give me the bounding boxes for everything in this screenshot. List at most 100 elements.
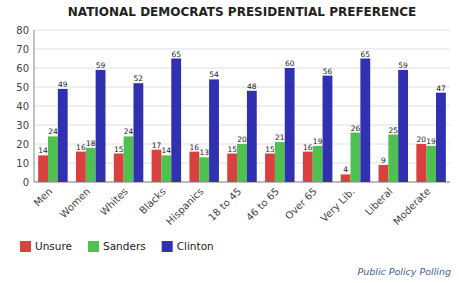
data-label: 60 (285, 59, 295, 68)
x-tick-label: 18 to 45 (206, 186, 243, 223)
y-tick-label: 60 (16, 63, 29, 74)
grid-line (34, 30, 450, 31)
x-tick-label: Moderate (391, 186, 432, 227)
data-label: 56 (323, 67, 333, 76)
bar (58, 89, 68, 182)
bar (124, 136, 134, 182)
data-label: 19 (313, 137, 323, 146)
bar (247, 91, 257, 182)
bar (86, 148, 96, 182)
y-tick-label: 20 (16, 139, 29, 150)
y-tick-label: 0 (23, 177, 29, 188)
data-label: 65 (361, 50, 371, 59)
data-label: 15 (265, 145, 275, 154)
data-label: 17 (152, 141, 162, 150)
bar (313, 146, 323, 182)
bar (38, 155, 48, 182)
bar (436, 93, 446, 182)
chart: NATIONAL DEMOCRATS PRESIDENTIAL PREFEREN… (0, 0, 459, 283)
data-label: 21 (275, 133, 285, 142)
data-label: 59 (96, 61, 106, 70)
x-tick-label: Women (58, 186, 92, 220)
bar (351, 133, 361, 182)
data-label: 14 (162, 146, 172, 155)
bar (275, 142, 285, 182)
bar (360, 59, 370, 183)
bar (237, 144, 247, 182)
data-label: 26 (351, 124, 361, 133)
legend-label: Unsure (35, 240, 72, 252)
bar (48, 136, 58, 182)
bar (285, 68, 295, 182)
data-label: 24 (48, 127, 58, 136)
bar (114, 154, 124, 183)
bar (133, 83, 143, 182)
legend-label: Sanders (103, 240, 146, 252)
y-tick-label: 30 (16, 120, 29, 131)
grid-line (34, 49, 450, 50)
annotation: Public Policy Polling (358, 266, 452, 277)
data-label: 19 (426, 137, 436, 146)
x-tick-label: Whites (98, 186, 130, 218)
data-label: 48 (247, 82, 257, 91)
data-labels: 1424491618591524521714651613541520481521… (38, 50, 446, 175)
legend-swatch (162, 241, 173, 252)
x-tick-label: 46 to 65 (244, 186, 281, 223)
bar (303, 152, 313, 182)
y-tick-label: 80 (16, 25, 29, 36)
data-label: 20 (237, 135, 247, 144)
x-tick-label: Liberal (363, 186, 395, 218)
y-tick-label: 50 (16, 82, 29, 93)
data-label: 15 (114, 145, 124, 154)
bar (171, 59, 181, 183)
data-label: 47 (436, 84, 446, 93)
data-label: 52 (134, 74, 144, 83)
bar (379, 165, 389, 182)
data-label: 65 (171, 50, 181, 59)
data-label: 20 (416, 135, 426, 144)
bar (416, 144, 426, 182)
data-label: 13 (199, 148, 209, 157)
data-label: 14 (38, 146, 48, 155)
title: NATIONAL DEMOCRATS PRESIDENTIAL PREFEREN… (68, 5, 417, 19)
data-label: 18 (86, 139, 96, 148)
data-label: 54 (209, 70, 219, 79)
x-tick-label: Men (32, 186, 55, 209)
bar (227, 154, 237, 183)
y-axis-line (34, 30, 35, 182)
data-label: 9 (381, 156, 386, 165)
data-label: 16 (76, 143, 86, 152)
bar (76, 152, 86, 182)
bar (265, 154, 275, 183)
legend-label: Clinton (177, 240, 214, 252)
data-label: 24 (124, 127, 134, 136)
bar (189, 152, 199, 182)
bar (398, 70, 408, 182)
bar (152, 150, 162, 182)
x-tick-label: Blacks (137, 186, 168, 217)
x-tick-label: Over 65 (283, 186, 319, 222)
x-tick-label: Very Lib. (318, 186, 356, 224)
data-label: 16 (190, 143, 200, 152)
bar (388, 135, 398, 183)
bar (426, 146, 436, 182)
bar (199, 157, 209, 182)
bar (341, 174, 351, 182)
data-label: 4 (343, 165, 348, 174)
bar (209, 79, 219, 182)
y-tick-label: 10 (16, 158, 29, 169)
bar (323, 76, 333, 182)
x-tick-label: Hispanics (164, 186, 206, 228)
data-label: 15 (227, 145, 237, 154)
y-tick-label: 40 (16, 101, 29, 112)
data-label: 25 (388, 126, 398, 135)
bar (161, 155, 171, 182)
data-label: 59 (398, 61, 408, 70)
data-label: 16 (303, 143, 313, 152)
bar (96, 70, 106, 182)
data-label: 49 (58, 80, 68, 89)
legend-swatch (20, 241, 31, 252)
y-tick-label: 70 (16, 44, 29, 55)
legend-swatch (88, 241, 99, 252)
bars (38, 59, 446, 183)
